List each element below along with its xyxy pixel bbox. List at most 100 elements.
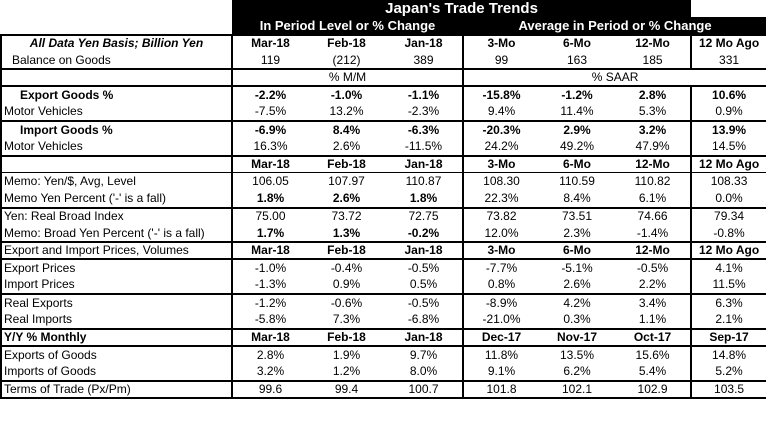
col-header: 3-Mo [462,242,539,261]
row-label: Imports of Goods [0,363,232,382]
subheader-mm: % M/M [231,69,463,87]
table-row: Balance on Goods 119 (212) 389 99 163 18… [0,51,766,71]
cell: 8.0% [385,363,463,382]
cell: 108.30 [462,172,539,191]
cell: 110.59 [539,172,615,191]
cell: 14.8% [690,345,766,364]
cell: 0.8% [462,276,539,296]
row-label: Memo Yen Percent ('-' is a fall) [0,190,232,209]
col-header: 6-Mo [539,242,615,261]
table-row: Yen: Real Broad Index 75.00 73.72 72.75 … [0,207,766,225]
table-row: Motor Vehicles 16.3% 2.6% -11.5% 24.2% 4… [0,138,766,157]
col-header: Feb-18 [308,242,385,261]
cell: 106.05 [231,172,308,191]
cell: 73.51 [561,209,593,224]
col-header: Mar-18 [231,33,308,52]
col-header: Oct-17 [615,328,692,347]
cell: 9.4% [462,103,539,123]
cell: -2.2% [231,85,308,104]
cell: 107.97 [308,172,385,191]
col-header: Mar-18 [231,242,308,261]
subheader-saar: % SAAR [461,69,766,87]
cell: -2.3% [385,103,463,123]
row-label: Memo: Yen/$, Avg, Level [0,172,232,191]
row-label: Export Prices [0,259,232,277]
cell: 1.8% [385,190,463,209]
cell: -1.3% [231,276,308,296]
page-title: Japan's Trade Trends [232,0,692,18]
cell: 99.6 [231,380,308,399]
col-header: Jan-18 [404,157,443,172]
cell: -0.5% [407,295,440,310]
cell: 2.9% [563,122,591,137]
row-label: Balance on Goods [0,51,232,71]
cell: -8.9% [462,294,539,312]
cell: 6.3% [690,294,766,312]
cell: -0.8% [690,224,766,244]
cell: 6.1% [615,190,692,209]
table-row: Import Goods % -6.9% 8.4% -6.3% -20.3% 2… [0,121,766,139]
cell: 79.34 [690,207,766,225]
cell: -0.2% [385,224,463,244]
cell: 14.5% [690,138,766,157]
cell: 73.72 [331,209,362,224]
cell: 16.3% [231,138,308,157]
cell: 331 [690,51,766,71]
table-row: Memo: Broad Yen Percent ('-' is a fall) … [0,224,766,244]
col-header: Feb-18 [308,328,385,347]
row-label: Import Goods % [0,121,232,139]
cell: 15.6% [635,347,670,362]
cell: 110.82 [615,172,692,191]
cell: -7.7% [462,259,539,277]
cell: 185 [615,51,692,71]
cell: 75.00 [231,207,308,225]
col-header: 12 Mo Ago [690,242,766,261]
cell: 4.1% [690,259,766,277]
cell: -21.0% [462,311,539,330]
cell: 99 [462,51,539,71]
table-row: Imports of Goods 3.2% 1.2% 8.0% 9.1% 6.2… [0,363,766,382]
table-row: Import Prices -1.3% 0.9% 0.5% 0.8% 2.6% … [0,276,766,296]
table-row: Motor Vehicles -7.5% 13.2% -2.3% 9.4% 11… [0,103,766,123]
cell: 102.1 [539,380,615,399]
cell: -0.5% [407,261,440,276]
row-label: Yen: Real Broad Index [0,207,232,225]
section2-subheader-row: % M/M % SAAR [0,69,766,87]
cell: 1.8% [231,190,308,209]
cell: 1.7% [231,224,308,244]
section5-label: Y/Y % Monthly [0,328,232,347]
col-header: Jan-18 [385,33,463,52]
cell: 11.8% [462,345,539,364]
header-right: Average in Period or % Change [463,17,766,35]
header-left: In Period Level or % Change [232,17,463,35]
cell: 102.9 [615,380,692,399]
cell: -1.2% [539,85,615,104]
col-header: 12 Mo Ago [690,155,766,173]
cell: -1.0% [308,85,385,104]
table-row: Exports of Goods 2.8% 1.9% 9.7% 11.8% 13… [0,345,766,364]
col-header: Jan-18 [385,242,463,261]
cell: 1.3% [308,224,385,244]
col-header: 12 Mo Ago [690,33,766,52]
col-header: Sep-17 [690,328,766,347]
cell: 110.87 [385,172,463,191]
cell: -1.4% [615,224,692,244]
cell: -5.1% [561,261,593,276]
header-row: In Period Level or % Change Average in P… [1,17,766,35]
cell: 108.33 [690,172,766,191]
cell: 0.5% [385,276,463,296]
cell: -7.5% [231,103,308,123]
cell: 1.9% [332,347,361,362]
cell: -11.5% [385,138,463,157]
col-header: Mar-18 [231,328,308,347]
table-row: Memo Yen Percent ('-' is a fall) 1.8% 2.… [0,190,766,209]
col-header: Feb-18 [308,33,385,52]
table-row: Terms of Trade (Px/Pm) 99.6 99.4 100.7 1… [0,380,766,399]
cell: 5.3% [615,103,692,123]
cell: 389 [385,51,463,71]
row-label: Terms of Trade (Px/Pm) [0,380,232,399]
cell: 9.7% [409,347,438,362]
cell: 11.4% [539,103,615,123]
row-label: Real Imports [0,311,232,330]
col-header: Dec-17 [462,328,539,347]
